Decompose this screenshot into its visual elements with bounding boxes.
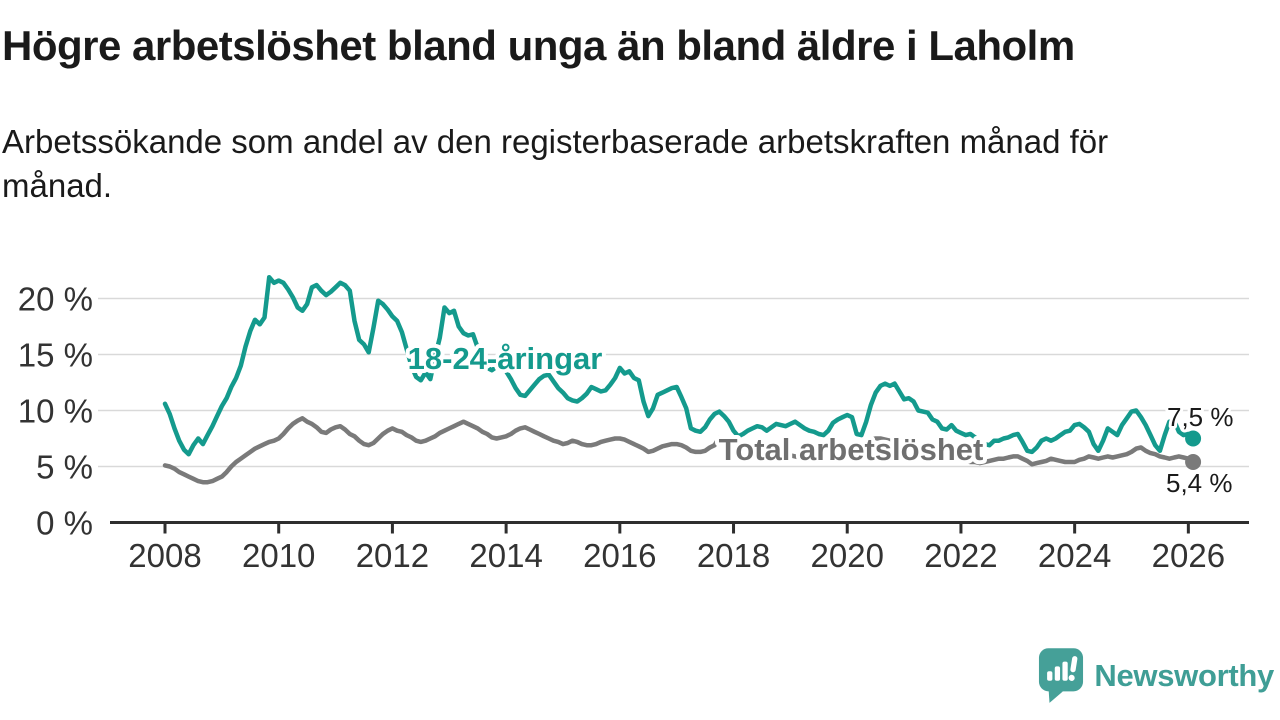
- x-tick-label-2024: 2024: [1038, 537, 1111, 574]
- x-tick-label-2022: 2022: [924, 537, 997, 574]
- series-line-total: [162, 416, 1196, 485]
- x-tick-label-2014: 2014: [469, 537, 542, 574]
- y-tick-label-5: 5 %: [36, 449, 93, 486]
- x-tick-label-2012: 2012: [356, 537, 429, 574]
- series-label-total: Total arbetslöshet: [719, 432, 984, 467]
- x-tick-label-2026: 2026: [1152, 537, 1225, 574]
- series-line-young: [162, 274, 1196, 457]
- newsworthy-bubble-chart-icon: [1039, 648, 1084, 703]
- x-tick-label-2010: 2010: [242, 537, 315, 574]
- page-title: Högre arbetslöshet bland unga än bland ä…: [2, 22, 1075, 69]
- chart-subtitle: Arbetssökande som andel av den registerb…: [2, 123, 1109, 204]
- y-tick-label-15: 15 %: [18, 337, 93, 374]
- end-dot-total: [1185, 454, 1202, 471]
- end-value-label-total: 5,4 %: [1166, 468, 1233, 498]
- x-tick-label-2016: 2016: [583, 537, 656, 574]
- x-tick-label-2018: 2018: [697, 537, 770, 574]
- x-tick-label-2008: 2008: [128, 537, 201, 574]
- x-tick-label-2020: 2020: [811, 537, 884, 574]
- y-tick-label-20: 20 %: [18, 281, 93, 318]
- end-dot-young: [1185, 430, 1202, 447]
- y-tick-label-0: 0 %: [36, 505, 93, 542]
- end-value-label-young: 7,5 %: [1167, 402, 1234, 432]
- series-label-young: 18-24-åringar: [408, 341, 603, 376]
- newsworthy-logo: Newsworthy: [1038, 647, 1274, 704]
- newsworthy-wordmark: Newsworthy: [1094, 657, 1274, 693]
- y-tick-label-10: 10 %: [18, 393, 93, 430]
